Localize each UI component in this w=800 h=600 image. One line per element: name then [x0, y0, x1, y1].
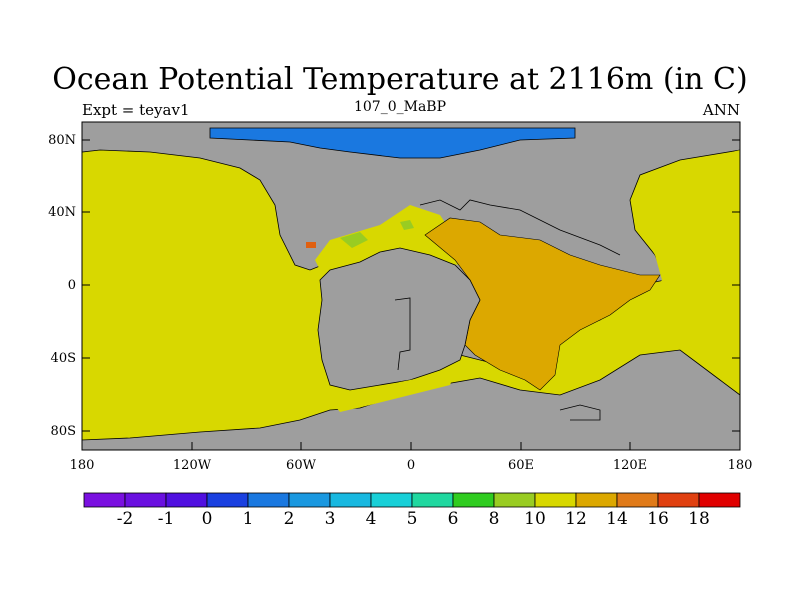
lon-label-180w: 180 [69, 458, 95, 473]
lon-label-60w: 60W [286, 458, 316, 473]
colorbar-box [493, 492, 536, 508]
lat-label-80n: 80N [48, 133, 76, 148]
colorbar-box [83, 492, 126, 508]
colorbar-label: 10 [524, 509, 546, 529]
ocean-10c-patch-2 [400, 220, 414, 230]
colorbar-box [575, 492, 618, 508]
lat-label-80s: 80S [50, 424, 76, 439]
colorbar [83, 492, 741, 508]
lon-label-120e: 120E [612, 458, 648, 473]
colorbar-label: 8 [488, 509, 500, 529]
map-ticks [81, 139, 741, 450]
season-label: ANN [702, 101, 740, 119]
lon-label-60e: 60E [507, 458, 535, 473]
colorbar-label: -1 [157, 509, 175, 529]
ocean-tethys [315, 205, 470, 270]
colorbar-box [657, 492, 700, 508]
ocean-east-pacific [630, 150, 740, 390]
ocean-arctic-cold [209, 127, 576, 159]
colorbar-box [370, 492, 413, 508]
colorbar-label: 0 [201, 509, 213, 529]
colorbar-label: 5 [406, 509, 418, 529]
colorbar-box [124, 492, 167, 508]
land-south-central [317, 247, 481, 391]
lat-label-40n: 40N [48, 205, 76, 220]
age-label: 107_0_MaBP [353, 99, 447, 115]
lat-label-0: 0 [67, 278, 76, 293]
lon-label-180e: 180 [727, 458, 753, 473]
colorbar-label: 1 [242, 509, 254, 529]
coastline-detail-3 [394, 297, 411, 371]
colorbar-box [411, 492, 454, 508]
ocean-16c-spot [306, 242, 316, 248]
land-antarctic [81, 349, 741, 451]
lat-label-40s: 40S [50, 351, 76, 366]
colorbar-box [329, 492, 372, 508]
colorbar-box [288, 492, 331, 508]
map-area [81, 121, 741, 451]
colorbar-box [452, 492, 495, 508]
colorbar-label: 14 [606, 509, 628, 529]
experiment-label: Expt = teyav1 [82, 101, 190, 119]
colorbar-box [698, 492, 741, 508]
colorbar-label: 12 [565, 509, 587, 529]
lon-label-120w: 120W [172, 458, 212, 473]
colorbar-box [165, 492, 208, 508]
lon-label-0: 0 [406, 458, 416, 473]
colorbar-label: 16 [647, 509, 669, 529]
colorbar-label: 18 [688, 509, 710, 529]
colorbar-label: 6 [447, 509, 459, 529]
colorbar-box [247, 492, 290, 508]
colorbar-box [534, 492, 577, 508]
ocean-10c-patch [340, 232, 368, 248]
coastline-detail-2 [559, 404, 601, 421]
colorbar-label: 3 [324, 509, 336, 529]
colorbar-box [206, 492, 249, 508]
ocean-southern-strip [330, 372, 455, 412]
coastline-detail-1 [419, 199, 621, 256]
colorbar-box [616, 492, 659, 508]
colorbar-label: 2 [283, 509, 295, 529]
map-title: Ocean Potential Temperature at 2116m (in… [52, 62, 748, 97]
colorbar-label: 4 [365, 509, 377, 529]
colorbar-label: -2 [116, 509, 134, 529]
